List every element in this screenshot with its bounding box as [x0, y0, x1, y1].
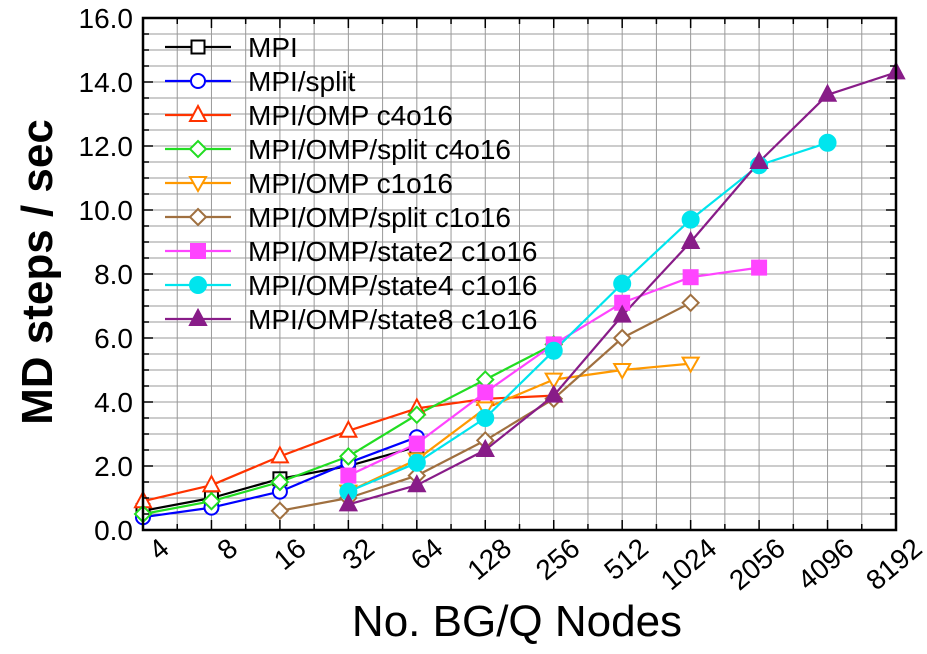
x-tick-label: 512 — [598, 532, 654, 586]
legend-label: MPI/OMP/state8 c1o16 — [248, 304, 537, 335]
data-point-s7-6 — [682, 269, 699, 286]
data-point-s6-1 — [270, 501, 290, 521]
y-tick-label: 6.0 — [94, 323, 133, 354]
y-tick-labels: 0.0 2.0 4.0 6.0 8.0 10.0 12.0 14.0 16.0 — [79, 3, 134, 546]
data-point-s3-3 — [270, 445, 290, 464]
legend-marker — [188, 139, 208, 159]
x-tick-label: 256 — [530, 532, 586, 586]
legend-item: MPI — [165, 32, 298, 63]
data-point-s7-7 — [751, 259, 768, 276]
data-point-s6-6 — [612, 328, 632, 348]
x-tick-labels: 4 8 16 32 64 128 256 512 1024 2056 4096 8192 — [143, 532, 927, 596]
legend-marker — [190, 39, 206, 55]
x-tick-label: 128 — [461, 532, 517, 586]
legend-label: MPI/OMP/split c1o16 — [248, 202, 511, 233]
data-point-s9-3 — [475, 438, 495, 457]
data-point-s9-6 — [680, 230, 701, 249]
legend-item: MPI/split — [165, 66, 356, 97]
x-tick-label: 1024 — [655, 532, 723, 596]
data-point-s7-3 — [477, 384, 494, 401]
data-point-s9-5 — [612, 304, 632, 323]
legend-item: MPI/OMP c1o16 — [165, 168, 453, 199]
data-point-s9-2 — [407, 474, 427, 493]
legend-marker — [188, 207, 208, 227]
x-tick-label: 64 — [405, 532, 449, 576]
data-point-s8-5 — [613, 274, 632, 293]
legend-marker — [188, 103, 208, 122]
y-tick-label: 12.0 — [79, 131, 134, 162]
x-tick-label: 2056 — [723, 532, 791, 596]
series-line-5 — [347, 362, 691, 493]
y-tick-label: 4.0 — [94, 387, 133, 418]
legend-marker — [189, 276, 207, 294]
y-tick-label: 0.0 — [94, 515, 133, 546]
legend-marker — [188, 307, 208, 326]
legend-item: MPI/OMP/state8 c1o16 — [165, 304, 537, 335]
x-axis-label: No. BG/Q Nodes — [352, 597, 682, 646]
data-point-s7-2 — [408, 435, 425, 452]
legend-label: MPI/OMP/state4 c1o16 — [248, 270, 537, 301]
x-tick-label: 32 — [336, 532, 380, 576]
plot-frame — [141, 16, 898, 532]
legend-item: MPI/OMP/state2 c1o16 — [165, 236, 537, 267]
legend-label: MPI/split — [248, 66, 356, 97]
x-tick-label: 16 — [268, 532, 312, 576]
data-point-s3-2 — [201, 474, 222, 493]
data-point-s8-3 — [476, 409, 495, 427]
data-point-s5-5 — [612, 363, 632, 381]
legend-label: MPI/OMP/split c4o16 — [248, 134, 511, 165]
x-tick-label: 4 — [143, 532, 175, 566]
y-axis-label: MD steps / sec — [13, 119, 62, 425]
data-point-s4-4 — [338, 446, 358, 466]
legend-item: MPI/OMP/split c1o16 — [165, 202, 511, 233]
legend-item: MPI/OMP c4o16 — [165, 100, 453, 131]
data-point-s5-6 — [680, 356, 701, 374]
x-tick-label: 8192 — [860, 532, 927, 596]
legend-item: MPI/OMP/state4 c1o16 — [165, 270, 537, 301]
y-tick-label: 8.0 — [94, 259, 133, 290]
y-tick-label: 2.0 — [94, 451, 133, 482]
legend-label: MPI/OMP/state2 c1o16 — [248, 236, 537, 267]
y-tick-label: 14.0 — [79, 67, 134, 98]
data-point-s5-4 — [544, 372, 564, 390]
data-point-s3-4 — [338, 419, 359, 438]
series-markers — [133, 61, 906, 526]
y-tick-label: 10.0 — [79, 195, 134, 226]
data-point-s8-4 — [544, 341, 563, 360]
data-point-s9-4 — [544, 384, 564, 403]
data-point-s8-2 — [407, 453, 426, 472]
x-tick-label: 4096 — [792, 532, 860, 596]
legend-label: MPI/OMP c4o16 — [248, 100, 453, 131]
data-point-s9-7 — [749, 150, 769, 169]
legend-marker — [190, 243, 206, 259]
legend-item: MPI/OMP/split c4o16 — [165, 134, 511, 165]
legend-label: MPI/OMP c1o16 — [248, 168, 453, 199]
legend-marker — [188, 176, 208, 194]
data-point-s4-3 — [270, 472, 290, 492]
legend-marker — [190, 73, 206, 89]
y-tick-label: 16.0 — [79, 3, 134, 34]
data-point-s6-7 — [681, 293, 701, 313]
legend-label: MPI — [248, 32, 298, 63]
data-point-s9-1 — [338, 493, 359, 512]
data-point-s4-2 — [202, 491, 221, 511]
data-point-s4-5 — [407, 405, 427, 425]
x-tick-label: 8 — [211, 532, 243, 566]
data-point-s9-8 — [817, 83, 838, 102]
data-point-s8-8 — [818, 133, 837, 152]
data-point-s7-1 — [340, 467, 357, 484]
data-point-s8-6 — [681, 210, 700, 229]
